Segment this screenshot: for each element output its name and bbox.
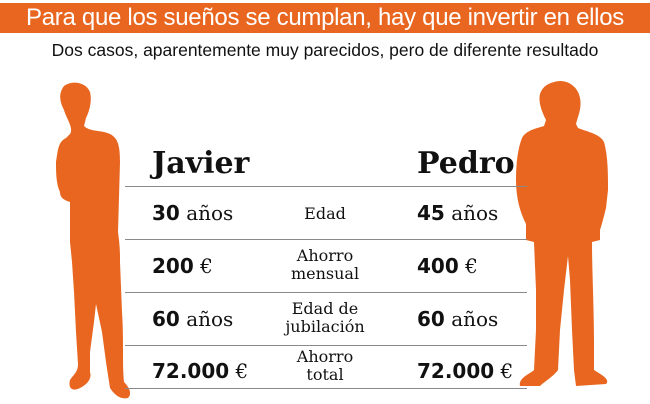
subtitle: Dos casos, aparentemente muy parecidos, … — [51, 40, 599, 60]
divider — [125, 292, 527, 293]
javier-name: Javier — [152, 146, 250, 181]
pedro-age: 45 años — [417, 201, 499, 225]
page-title: Para que los sueños se cumplan, hay que … — [26, 4, 624, 31]
javier-total-saving: 72.000 € — [152, 359, 249, 383]
divider — [125, 186, 527, 187]
pedro-name: Pedro — [417, 146, 515, 181]
pedro-monthly-saving: 400 € — [417, 254, 478, 278]
pedro-total-saving: 72.000 € — [417, 359, 514, 383]
row-label-monthly-saving: Ahorro mensual — [290, 246, 360, 283]
row-label-age: Edad — [304, 204, 346, 223]
javier-retirement-age: 60 años — [152, 307, 234, 331]
javier-silhouette-icon — [44, 82, 140, 400]
pedro-silhouette-icon — [514, 80, 610, 390]
javier-monthly-saving: 200 € — [152, 254, 213, 278]
divider — [125, 239, 527, 240]
pedro-retirement-age: 60 años — [417, 307, 499, 331]
divider — [125, 388, 527, 389]
divider — [125, 345, 527, 346]
title-banner: Para que los sueños se cumplan, hay que … — [0, 3, 650, 33]
row-label-total-saving: Ahorro total — [296, 347, 354, 384]
row-label-retirement-age: Edad de jubilación — [285, 299, 365, 336]
javier-age: 30 años — [152, 201, 234, 225]
